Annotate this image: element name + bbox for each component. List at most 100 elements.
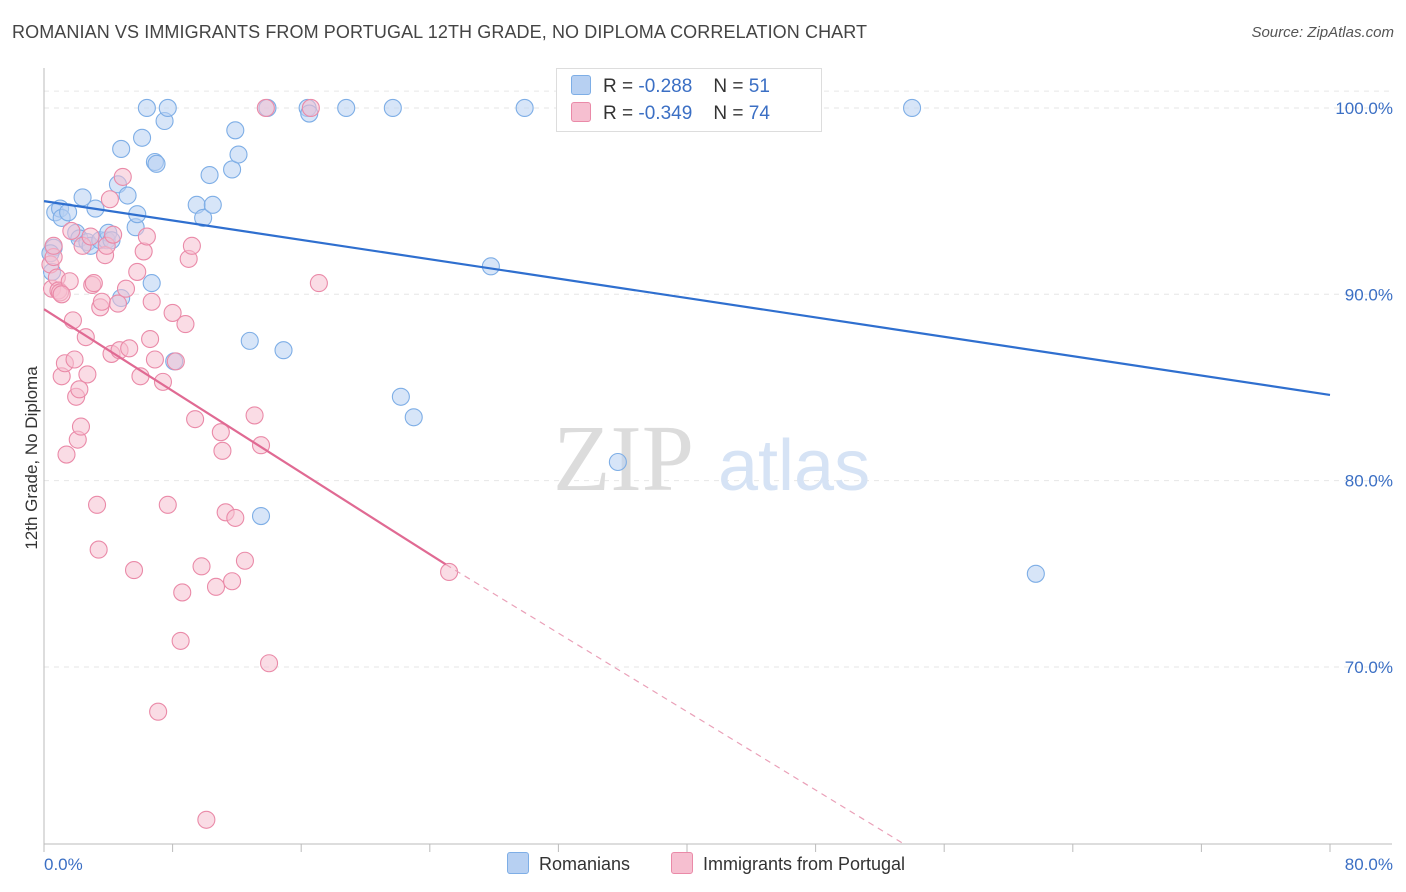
point-portugal <box>104 225 123 244</box>
point-romanians <box>240 331 259 350</box>
x-tick-label-max: 80.0% <box>1345 855 1393 874</box>
legend-row-portugal: R = -0.349 N = 74 <box>571 102 770 126</box>
point-romanians <box>481 257 500 276</box>
point-portugal <box>142 292 161 311</box>
trend-lines <box>43 200 1331 845</box>
point-portugal <box>226 508 245 527</box>
point-portugal <box>301 98 320 118</box>
point-romanians <box>274 341 293 360</box>
point-romanians <box>226 121 245 140</box>
trend-line-romanians <box>43 200 1331 397</box>
legend-r-value: -0.349 <box>638 103 693 124</box>
point-portugal <box>259 654 279 673</box>
point-romanians <box>383 98 402 118</box>
point-portugal <box>124 561 144 580</box>
point-portugal <box>149 702 168 721</box>
chart-title: ROMANIAN VS IMMIGRANTS FROM PORTUGAL 12T… <box>12 22 868 42</box>
trend-line-portugal <box>43 308 447 566</box>
y-axis-title: 12th Grade, No Diploma <box>22 366 41 550</box>
point-portugal <box>186 410 205 429</box>
stats-legend: R = -0.288 N = 51 R = -0.349 N = 74 <box>556 68 822 132</box>
bottom-legend-romanians: Romanians <box>507 852 630 875</box>
watermark-atlas: atlas <box>718 426 870 506</box>
legend-row-romanians: R = -0.288 N = 51 <box>571 75 770 99</box>
bottom-legend-swatch-portugal <box>671 852 693 874</box>
point-portugal <box>71 417 91 436</box>
point-portugal <box>158 495 177 514</box>
point-romanians <box>404 408 423 427</box>
axes <box>43 68 1392 852</box>
point-portugal <box>84 274 103 293</box>
point-portugal <box>171 631 190 650</box>
x-tick-label-min: 0.0% <box>44 855 83 874</box>
legend-r-value: -0.288 <box>638 76 693 97</box>
point-romanians <box>147 154 166 173</box>
point-portugal <box>145 350 164 369</box>
legend-swatch-romanians <box>571 75 591 95</box>
bottom-legend-swatch-romanians <box>507 852 529 874</box>
point-portugal <box>245 406 264 425</box>
point-portugal <box>182 236 201 255</box>
point-portugal <box>153 372 173 391</box>
gridlines <box>44 90 1392 668</box>
point-romanians <box>118 186 137 205</box>
point-romanians <box>229 145 248 164</box>
legend-swatch-portugal <box>571 102 591 122</box>
point-portugal <box>92 292 111 311</box>
point-romanians <box>200 165 219 185</box>
point-portugal <box>137 227 156 246</box>
bottom-legend-portugal: Immigrants from Portugal <box>671 852 905 875</box>
point-romanians <box>251 506 271 526</box>
point-portugal <box>309 274 328 293</box>
point-portugal <box>176 315 195 334</box>
point-romanians <box>137 98 156 118</box>
point-portugal <box>173 583 192 602</box>
point-portugal <box>134 242 153 261</box>
legend-n-value: 51 <box>748 76 770 97</box>
y-tick-label: 70.0% <box>1345 658 1393 677</box>
point-portugal <box>100 190 119 209</box>
point-portugal <box>166 352 185 371</box>
tick-labels: 70.0% 80.0% 90.0% 100.0% 0.0% 80.0% <box>44 99 1393 874</box>
point-portugal <box>78 365 97 384</box>
point-portugal <box>60 272 79 291</box>
point-portugal <box>87 495 107 514</box>
point-portugal <box>89 540 108 559</box>
point-romanians <box>158 98 177 118</box>
point-portugal <box>128 262 147 281</box>
point-romanians <box>337 98 356 118</box>
point-portugal <box>108 294 127 313</box>
point-romanians <box>203 195 222 214</box>
point-portugal <box>211 423 230 442</box>
point-romanians <box>223 160 242 179</box>
point-portugal <box>206 577 226 596</box>
point-portugal <box>62 221 81 240</box>
point-portugal <box>70 380 89 399</box>
point-romanians <box>902 98 922 118</box>
point-portugal <box>235 551 254 570</box>
point-portugal <box>65 350 84 369</box>
point-romanians <box>391 387 410 406</box>
point-portugal <box>52 285 71 304</box>
y-tick-label: 80.0% <box>1345 472 1393 491</box>
point-portugal <box>141 329 160 349</box>
trend-line-portugal-extension <box>445 563 905 845</box>
point-portugal <box>81 227 100 246</box>
y-tick-label: 100.0% <box>1335 99 1393 118</box>
point-romanians <box>112 139 131 158</box>
point-romanians <box>133 128 152 147</box>
point-portugal <box>44 236 63 255</box>
point-romanians <box>194 208 213 227</box>
point-portugal <box>57 445 76 464</box>
source-label: Source: ZipAtlas.com <box>1251 24 1394 41</box>
point-portugal <box>120 339 139 358</box>
legend-n-value: 74 <box>748 103 770 124</box>
point-portugal <box>256 98 275 118</box>
point-portugal <box>223 572 242 591</box>
point-portugal <box>213 441 232 460</box>
point-portugal <box>116 279 136 298</box>
point-portugal <box>197 810 216 829</box>
point-portugal <box>192 557 211 576</box>
point-romanians <box>142 274 161 293</box>
